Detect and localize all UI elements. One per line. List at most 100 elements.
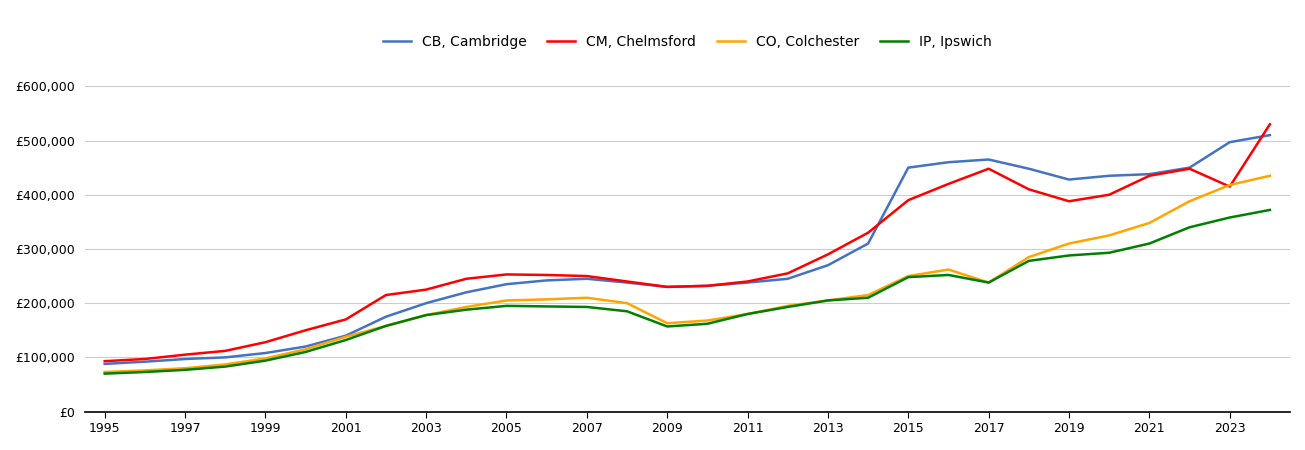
CB, Cambridge: [1142, 171, 1158, 177]
CB, Cambridge: [579, 276, 595, 281]
IP, Ipswich: [1182, 225, 1198, 230]
CB, Cambridge: [900, 165, 916, 171]
CO, Colchester: [458, 304, 474, 310]
CO, Colchester: [419, 312, 435, 318]
IP, Ipswich: [619, 309, 634, 314]
CO, Colchester: [941, 267, 957, 272]
CM, Chelmsford: [1262, 122, 1278, 127]
CO, Colchester: [659, 320, 675, 326]
CM, Chelmsford: [539, 272, 555, 278]
IP, Ipswich: [1061, 253, 1077, 258]
CM, Chelmsford: [1021, 187, 1036, 192]
CB, Cambridge: [1101, 173, 1117, 179]
CO, Colchester: [860, 292, 876, 298]
IP, Ipswich: [177, 367, 193, 373]
CO, Colchester: [257, 356, 273, 361]
CO, Colchester: [699, 318, 715, 323]
CM, Chelmsford: [860, 230, 876, 235]
CM, Chelmsford: [740, 279, 756, 284]
IP, Ipswich: [378, 323, 394, 328]
CO, Colchester: [900, 273, 916, 279]
CB, Cambridge: [539, 278, 555, 283]
IP, Ipswich: [218, 364, 234, 369]
CB, Cambridge: [820, 262, 835, 268]
CB, Cambridge: [1221, 140, 1237, 145]
IP, Ipswich: [1221, 215, 1237, 220]
Line: IP, Ipswich: IP, Ipswich: [104, 210, 1270, 374]
CM, Chelmsford: [900, 198, 916, 203]
CO, Colchester: [1101, 233, 1117, 238]
CM, Chelmsford: [780, 270, 796, 276]
CO, Colchester: [1061, 241, 1077, 246]
CM, Chelmsford: [1142, 173, 1158, 179]
Line: CM, Chelmsford: CM, Chelmsford: [104, 124, 1270, 361]
Legend: CB, Cambridge, CM, Chelmsford, CO, Colchester, IP, Ipswich: CB, Cambridge, CM, Chelmsford, CO, Colch…: [377, 29, 997, 54]
CB, Cambridge: [97, 361, 112, 367]
CO, Colchester: [338, 334, 354, 339]
IP, Ipswich: [579, 304, 595, 310]
IP, Ipswich: [860, 295, 876, 301]
CO, Colchester: [780, 303, 796, 309]
CO, Colchester: [298, 346, 313, 352]
CO, Colchester: [1142, 220, 1158, 225]
CB, Cambridge: [177, 356, 193, 362]
CM, Chelmsford: [1101, 192, 1117, 198]
CB, Cambridge: [1262, 132, 1278, 138]
CB, Cambridge: [780, 276, 796, 281]
IP, Ipswich: [820, 298, 835, 303]
IP, Ipswich: [137, 369, 153, 375]
CO, Colchester: [820, 298, 835, 303]
CB, Cambridge: [1061, 177, 1077, 182]
IP, Ipswich: [659, 324, 675, 329]
CO, Colchester: [981, 280, 997, 285]
CB, Cambridge: [257, 351, 273, 356]
CO, Colchester: [1182, 198, 1198, 204]
CO, Colchester: [218, 362, 234, 367]
IP, Ipswich: [338, 338, 354, 343]
CO, Colchester: [539, 297, 555, 302]
CB, Cambridge: [860, 241, 876, 246]
CM, Chelmsford: [820, 252, 835, 257]
CO, Colchester: [97, 369, 112, 375]
CM, Chelmsford: [619, 279, 634, 284]
CM, Chelmsford: [338, 317, 354, 322]
IP, Ipswich: [419, 312, 435, 318]
CM, Chelmsford: [97, 359, 112, 364]
CB, Cambridge: [941, 159, 957, 165]
CM, Chelmsford: [298, 328, 313, 333]
CM, Chelmsford: [458, 276, 474, 281]
IP, Ipswich: [1101, 250, 1117, 256]
CB, Cambridge: [458, 290, 474, 295]
IP, Ipswich: [900, 274, 916, 280]
CM, Chelmsford: [499, 272, 514, 277]
CO, Colchester: [1021, 254, 1036, 260]
IP, Ipswich: [1262, 207, 1278, 213]
IP, Ipswich: [257, 358, 273, 363]
CB, Cambridge: [981, 157, 997, 162]
IP, Ipswich: [740, 311, 756, 317]
CB, Cambridge: [1021, 166, 1036, 171]
CO, Colchester: [378, 323, 394, 328]
CM, Chelmsford: [659, 284, 675, 290]
CM, Chelmsford: [218, 348, 234, 354]
CM, Chelmsford: [1061, 198, 1077, 204]
Line: CB, Cambridge: CB, Cambridge: [104, 135, 1270, 364]
IP, Ipswich: [97, 371, 112, 376]
CM, Chelmsford: [419, 287, 435, 292]
CB, Cambridge: [137, 359, 153, 364]
IP, Ipswich: [981, 280, 997, 285]
CO, Colchester: [619, 301, 634, 306]
IP, Ipswich: [780, 304, 796, 310]
CO, Colchester: [499, 298, 514, 303]
CM, Chelmsford: [378, 292, 394, 298]
CB, Cambridge: [1182, 165, 1198, 171]
CO, Colchester: [1221, 182, 1237, 188]
CO, Colchester: [740, 311, 756, 317]
CB, Cambridge: [659, 284, 675, 290]
CM, Chelmsford: [1182, 166, 1198, 171]
CO, Colchester: [1262, 173, 1278, 179]
IP, Ipswich: [1021, 258, 1036, 264]
CB, Cambridge: [740, 280, 756, 285]
CO, Colchester: [177, 365, 193, 371]
IP, Ipswich: [458, 307, 474, 312]
